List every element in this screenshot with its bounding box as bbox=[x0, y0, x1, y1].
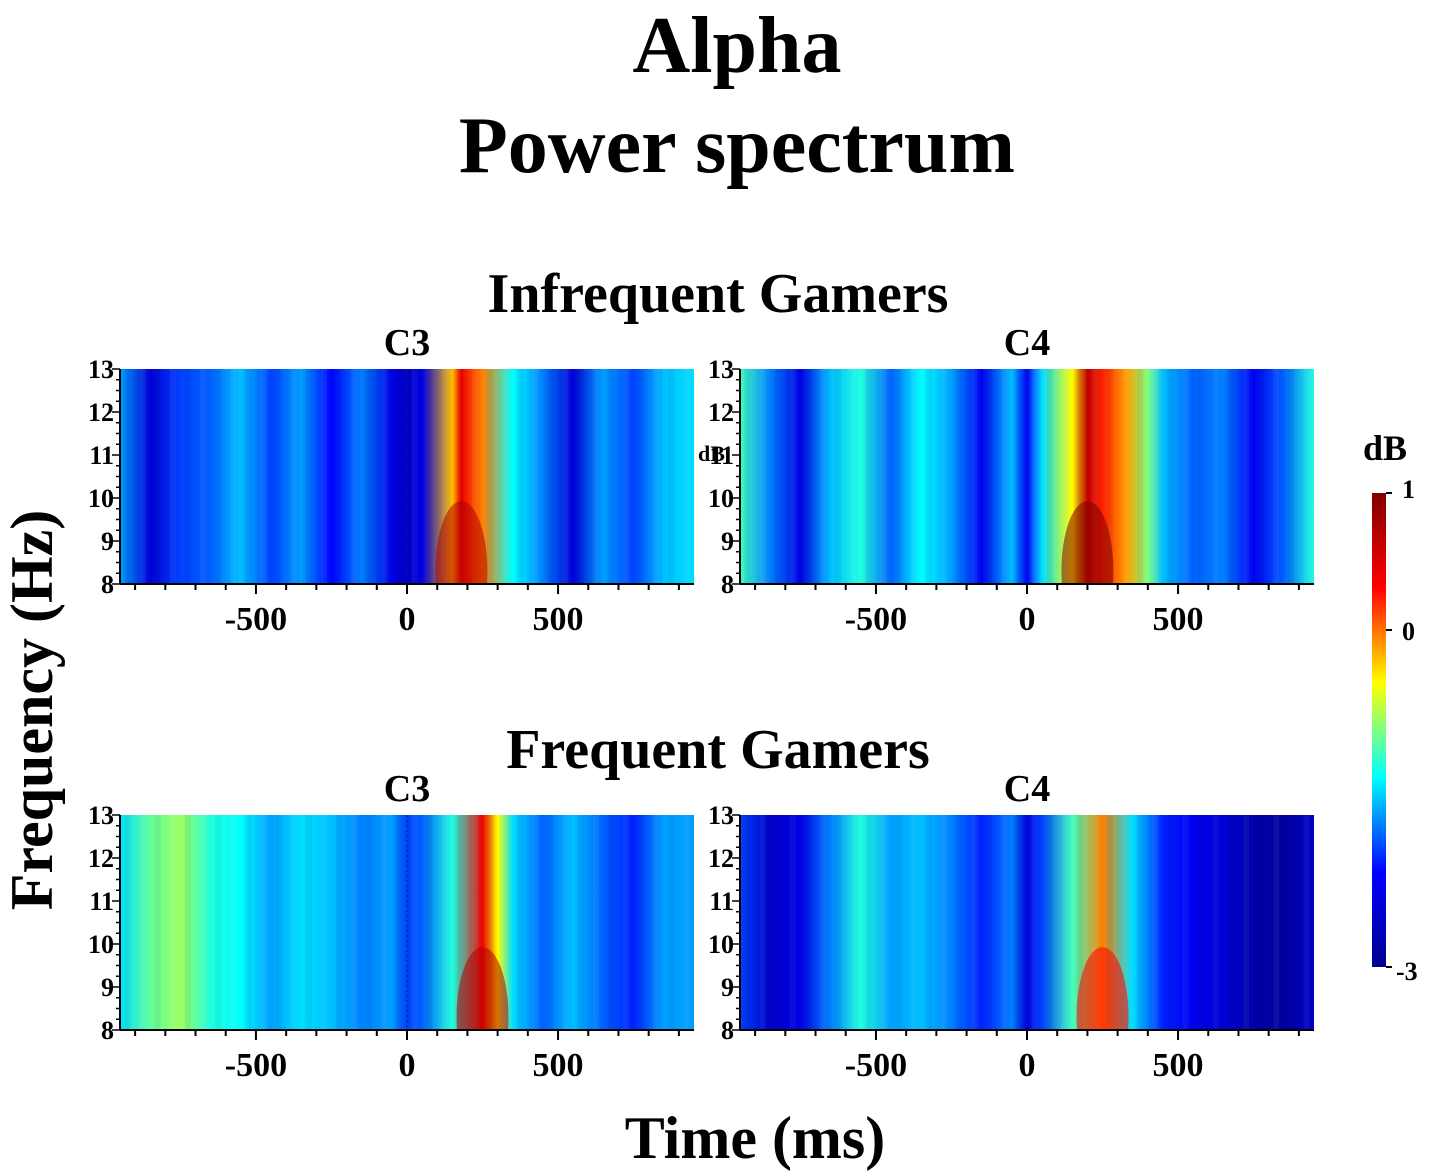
heatmap-3-ytick-label: 10 bbox=[88, 930, 114, 959]
heatmap-2-xtick-label: 0 bbox=[1019, 601, 1036, 638]
heatmap-3-ytick-label: 11 bbox=[89, 887, 114, 916]
heatmap-4-ytick-label: 8 bbox=[721, 1016, 734, 1045]
heatmap-2-ytick-label: 13 bbox=[708, 355, 734, 384]
colorbar-gradient bbox=[1372, 493, 1386, 967]
heatmap-2-ytick-label: 12 bbox=[708, 398, 734, 427]
x-axis-label: Time (ms) bbox=[625, 1105, 886, 1171]
colorbar-tick-label-neg3: -3 bbox=[1396, 957, 1418, 986]
heatmap-4-field bbox=[740, 815, 1314, 1030]
figure-title-line1: Alpha bbox=[633, 2, 842, 90]
colorbar-tick-label-1: 1 bbox=[1402, 475, 1415, 504]
heatmap-1-ytick-label: 11 bbox=[89, 441, 114, 470]
heatmap-2-field bbox=[740, 369, 1314, 584]
heatmap-2-ytick-label: 10 bbox=[708, 484, 734, 513]
heatmap-1-ytick-label: 12 bbox=[88, 398, 114, 427]
heatmap-4-texture bbox=[744, 815, 1310, 1030]
heatmap-4-ytick-label: 10 bbox=[708, 930, 734, 959]
heatmap-1-ytick-label: 9 bbox=[101, 527, 114, 556]
heatmap-1-ytick-label: 10 bbox=[88, 484, 114, 513]
heatmap-3-xtick-label: 0 bbox=[399, 1047, 416, 1084]
heatmap-panel-3: -500 0 500 8 9 10 11 12 13 C3 bbox=[88, 768, 694, 1084]
heatmap-panel-4: -500 0 500 8 9 10 11 12 13 C4 bbox=[708, 768, 1314, 1084]
heatmap-1-ytick-label: 8 bbox=[101, 570, 114, 599]
heatmap-panel-2: -500 0 500 8 9 10 11 12 13 C4 dB bbox=[698, 322, 1314, 638]
heatmap-3-ytick-label: 13 bbox=[88, 801, 114, 830]
heatmap-3-xtick-label: 500 bbox=[533, 1047, 584, 1084]
heatmap-1-ytick-label: 13 bbox=[88, 355, 114, 384]
heatmap-4-peak bbox=[1076, 947, 1129, 1030]
heatmap-2-texture bbox=[744, 369, 1310, 584]
heatmap-2-title: C4 bbox=[1004, 322, 1050, 364]
heatmap-4-title: C4 bbox=[1004, 768, 1050, 810]
heatmap-2-ytick-label: 8 bbox=[721, 570, 734, 599]
group-label-frequent: Frequent Gamers bbox=[506, 719, 930, 781]
heatmap-1-xtick-label: 500 bbox=[533, 601, 584, 638]
heatmap-1-title: C3 bbox=[384, 322, 430, 364]
heatmap-2-peak bbox=[1061, 501, 1114, 584]
heatmap-3-ytick-label: 8 bbox=[101, 1016, 114, 1045]
figure-title-line2: Power spectrum bbox=[459, 102, 1015, 190]
heatmap-panel-1: -500 0 500 8 9 10 11 12 13 C3 bbox=[88, 322, 694, 638]
heatmap-4-ytick-label: 13 bbox=[708, 801, 734, 830]
group-label-infrequent: Infrequent Gamers bbox=[488, 263, 949, 325]
heatmap-3-field bbox=[120, 815, 694, 1030]
heatmap-3-ytick-label: 9 bbox=[101, 973, 114, 1002]
colorbar: dB 1 0 -3 bbox=[1363, 428, 1418, 986]
heatmap-3-peak bbox=[456, 947, 509, 1030]
heatmap-2-xtick-label: -500 bbox=[845, 601, 907, 638]
colorbar-label: dB bbox=[1363, 428, 1407, 468]
heatmap-4-xtick-label: -500 bbox=[845, 1047, 907, 1084]
heatmap-3-texture bbox=[124, 815, 690, 1030]
heatmap-2-xtick-label: 500 bbox=[1153, 601, 1204, 638]
heatmap-3-title: C3 bbox=[384, 768, 430, 810]
heatmap-1-xtick-label: -500 bbox=[225, 601, 287, 638]
colorbar-tick-label-0: 0 bbox=[1402, 617, 1415, 646]
heatmap-1-xtick-label: 0 bbox=[399, 601, 416, 638]
heatmap-4-ytick-label: 9 bbox=[721, 973, 734, 1002]
heatmap-1-field bbox=[120, 369, 694, 584]
heatmap-4-ytick-label: 11 bbox=[709, 887, 734, 916]
heatmap-1-texture bbox=[124, 369, 690, 584]
heatmap-4-xtick-label: 500 bbox=[1153, 1047, 1204, 1084]
heatmap-4-xtick-label: 0 bbox=[1019, 1047, 1036, 1084]
heatmap-2-stray-label: dB bbox=[698, 441, 725, 466]
heatmap-4-ytick-label: 12 bbox=[708, 844, 734, 873]
heatmap-panels: -500 0 500 8 9 10 11 12 13 C3 -500 0 500 8 9 10 11 12 13 C4… bbox=[88, 322, 1314, 1084]
heatmap-2-ytick-label: 11 bbox=[709, 441, 734, 470]
heatmap-1-peak bbox=[435, 501, 488, 584]
heatmap-3-ytick-label: 12 bbox=[88, 844, 114, 873]
heatmap-3-xtick-label: -500 bbox=[225, 1047, 287, 1084]
y-axis-label: Frequency (Hz) bbox=[0, 510, 65, 910]
heatmap-2-ytick-label: 9 bbox=[721, 527, 734, 556]
